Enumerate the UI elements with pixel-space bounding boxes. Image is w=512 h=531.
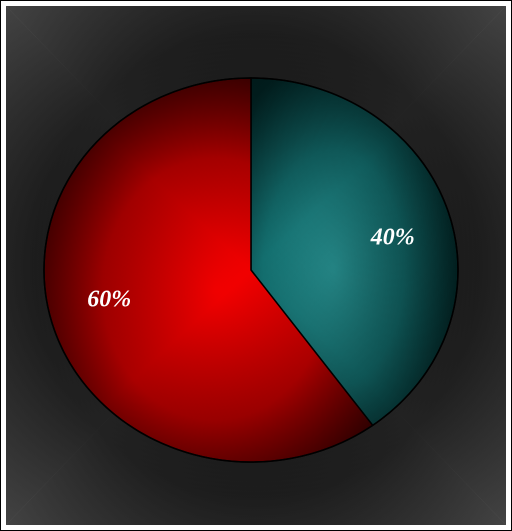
slice-label-40: 40% xyxy=(370,225,415,251)
pie-sheen xyxy=(44,78,458,462)
pie-sheen-diagonal-b xyxy=(44,78,458,462)
pie-labels: 40% 60% xyxy=(87,225,414,313)
slice-label-60: 60% xyxy=(87,286,131,312)
pie-outline xyxy=(43,77,459,463)
